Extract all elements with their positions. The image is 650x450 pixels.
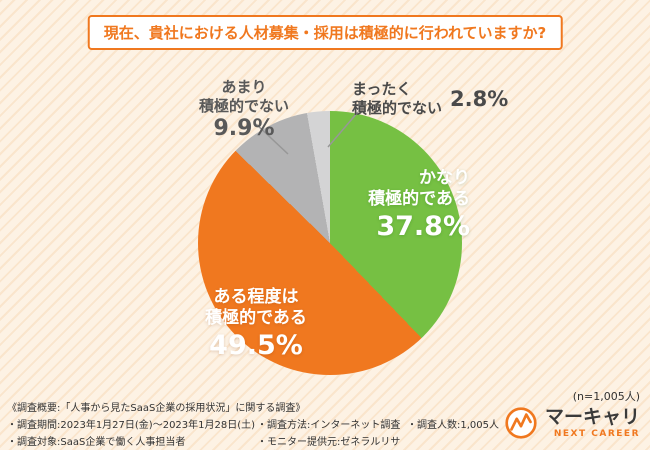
survey-detail-item: ・調査期間:2023年1月27日(金)〜2023年1月28日(土) (7, 420, 256, 431)
sample-size-note: (n=1,005人) (572, 390, 640, 403)
segment-percentage: 9.9% (213, 115, 275, 141)
logo-subtitle: NEXT CAREER (553, 428, 640, 439)
segment-label-text: あまり (221, 78, 267, 96)
segment-label-text: まったく (352, 80, 412, 98)
segment-percentage: 49.5% (209, 329, 303, 361)
segment-label-text: 積極的である (368, 189, 470, 210)
segment-label-somewhat-active: ある程度は 積極的である 49.5% (190, 287, 322, 361)
segment-label-not-very-active: あまり 積極的でない 9.9% (188, 78, 300, 141)
logo-zigzag-icon (505, 407, 537, 439)
segment-label-lines: まったく 積極的でない (352, 80, 442, 118)
logo-name: マーキャリ (544, 405, 640, 428)
survey-summary: 《調査概要:「人事から見たSaaS企業の採用状況」に関する調査》 ・調査期間:2… (7, 402, 499, 450)
segment-percentage: 37.8% (376, 210, 470, 242)
survey-detail-item: ・調査対象:SaaS企業で働く人事担当者 (7, 437, 186, 448)
survey-detail-item: ・モニター提供元:ゼネラルリサーチ (257, 437, 401, 448)
segment-label-text: 積極的でない (352, 98, 443, 117)
segment-label-text: 積極的でない (198, 96, 289, 115)
title-banner: 現在、貴社における人材募集・採用は積極的に行われていますか? (87, 15, 563, 50)
segment-label-text: かなり (419, 168, 470, 188)
survey-detail-item: ・調査人数:1,005人 (407, 420, 499, 431)
survey-summary-title: 《調査概要:「人事から見たSaaS企業の採用状況」に関する調査》 (7, 403, 306, 414)
logo-text: マーキャリ NEXT CAREER (544, 405, 640, 439)
pie-chart (198, 111, 462, 375)
segment-percentage: 2.8% (450, 86, 509, 111)
segment-label-text: 積極的である (205, 308, 307, 329)
brand-logo: マーキャリ NEXT CAREER (503, 405, 640, 441)
segment-label-not-at-all-active: まったく 積極的でない 2.8% (352, 80, 508, 118)
segment-label-very-active: かなり 積極的である 37.8% (352, 168, 470, 242)
survey-detail-grid: ・調査期間:2023年1月27日(金)〜2023年1月28日(土) ・調査方法:… (7, 419, 499, 450)
segment-label-text: ある程度は (213, 287, 299, 307)
survey-detail-item: ・調査方法:インターネット調査 (257, 420, 401, 431)
page-title: 現在、貴社における人材募集・採用は積極的に行われていますか? (103, 24, 547, 42)
